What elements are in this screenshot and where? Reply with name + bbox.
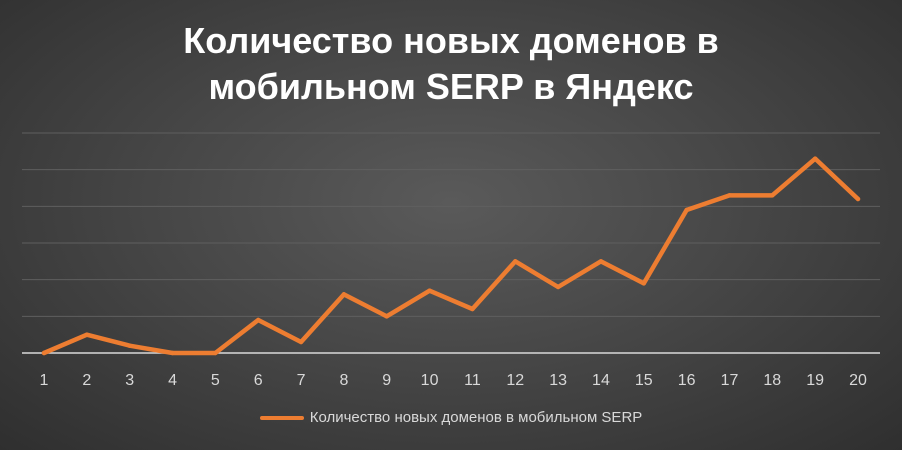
data-point bbox=[213, 350, 218, 356]
data-point bbox=[298, 339, 304, 345]
x-tick-label: 6 bbox=[254, 372, 263, 389]
x-tick-label: 18 bbox=[763, 372, 781, 389]
data-point bbox=[812, 156, 818, 161]
data-point bbox=[770, 193, 775, 198]
chart-title-line-2: мобильном SERP в Яндекс bbox=[208, 66, 694, 107]
chart-title-line-1: Количество новых доменов в bbox=[183, 20, 719, 61]
x-tick-label: 7 bbox=[297, 372, 306, 389]
legend: Количество новых доменов в мобильном SER… bbox=[0, 409, 902, 426]
data-point bbox=[855, 196, 861, 202]
x-tick-label: 5 bbox=[211, 372, 220, 389]
data-point bbox=[727, 193, 732, 198]
legend-swatch bbox=[259, 415, 304, 420]
data-point bbox=[41, 350, 47, 356]
data-point bbox=[127, 343, 132, 348]
x-tick-label: 4 bbox=[168, 372, 177, 389]
x-tick-label: 9 bbox=[382, 372, 391, 389]
data-point bbox=[598, 259, 604, 264]
data-point bbox=[341, 292, 347, 297]
legend-label: Количество новых доменов в мобильном SER… bbox=[309, 409, 643, 426]
x-tick-label: 3 bbox=[125, 372, 134, 389]
x-tick-label: 10 bbox=[421, 372, 439, 389]
gridlines bbox=[22, 132, 880, 317]
x-tick-label: 15 bbox=[635, 372, 653, 389]
x-tick-label: 11 bbox=[464, 372, 481, 389]
data-point bbox=[384, 314, 389, 319]
x-tick-label: 1 bbox=[40, 372, 49, 389]
x-tick-label: 17 bbox=[721, 372, 739, 389]
x-tick-label: 12 bbox=[506, 372, 524, 389]
data-point bbox=[84, 332, 90, 337]
x-tick-label: 2 bbox=[82, 372, 91, 389]
data-point bbox=[684, 207, 689, 213]
x-tick-label: 8 bbox=[339, 372, 348, 389]
data-point bbox=[641, 281, 646, 286]
data-point bbox=[256, 317, 261, 323]
x-tick-label: 14 bbox=[592, 372, 610, 389]
series-group bbox=[41, 156, 861, 356]
data-point bbox=[470, 306, 475, 312]
data-point bbox=[555, 284, 561, 290]
data-point bbox=[513, 259, 518, 264]
x-tick-labels: 1 2 3 4 5 6 7 8 9 10 11 12 13 14 15 16 17 18 19 20 bbox=[40, 372, 867, 389]
series-line bbox=[41, 156, 861, 356]
x-tick-label: 20 bbox=[849, 372, 867, 389]
x-tick-label: 13 bbox=[549, 372, 567, 389]
chart-title: Количество новых доменов в мобильном SER… bbox=[0, 18, 902, 110]
data-point bbox=[427, 288, 432, 293]
x-tick-label: 19 bbox=[806, 372, 824, 389]
x-tick-label: 16 bbox=[678, 372, 696, 389]
data-point bbox=[170, 350, 175, 356]
